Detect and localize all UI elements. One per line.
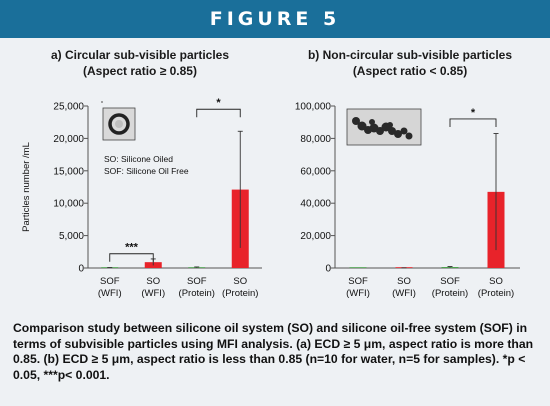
panel-b-significance-label: * xyxy=(471,107,476,119)
panel-a-y-tick-label: 5,000 xyxy=(59,231,84,242)
panel-b-category-label: SO xyxy=(397,276,411,287)
panel-a-y-tick-label: 15,000 xyxy=(53,166,84,177)
panel-a-category-label: SO xyxy=(146,276,160,287)
panel-b-category-label: (WFI) xyxy=(346,288,370,299)
panel-b-category-label: (WFI) xyxy=(392,288,416,299)
panel-a-significance-bracket xyxy=(109,253,154,262)
panel-a-category-label: SO xyxy=(233,276,247,287)
inset-marker-dot xyxy=(101,101,103,103)
panel-b-category-label: SOF xyxy=(440,276,460,287)
panel-b-y-tick-label: 80,000 xyxy=(300,134,331,145)
panel-a-category-label: (WFI) xyxy=(141,288,165,299)
panel-b-category-label: (Protein) xyxy=(478,288,514,299)
noncircular-particle-blob xyxy=(387,122,393,128)
legend-sof: SOF: Silicone Oil Free xyxy=(104,166,189,176)
noncircular-particle-blob xyxy=(357,121,367,131)
panel-a-category-label: (WFI) xyxy=(98,288,122,299)
panel-a-category-label: SOF xyxy=(100,276,120,287)
figure-banner xyxy=(0,0,550,38)
panel-a-title-line1: a) Circular sub-visible particles xyxy=(50,48,230,62)
panel-b-y-tick-label: 0 xyxy=(325,264,331,275)
noncircular-particle-blob xyxy=(388,127,396,135)
panel-b-y-tick-label: 60,000 xyxy=(300,166,331,177)
panel-a-category-label: SOF xyxy=(187,276,207,287)
panel-a-y-tick-label: 0 xyxy=(78,264,84,275)
panel-b-title-line2: (Aspect ratio < 0.85) xyxy=(352,64,468,78)
panel-a-y-tick-label: 20,000 xyxy=(53,134,84,145)
panel-b-significance-bracket xyxy=(449,118,497,127)
panel-a-title: a) Circular sub-visible particles (Aspec… xyxy=(10,47,270,79)
noncircular-particle-blob xyxy=(352,117,360,125)
figure-caption: Comparison study between silicone oil sy… xyxy=(13,321,534,382)
panel-b-y-tick-label: 100,000 xyxy=(295,102,332,113)
panel-b-y-tick-label: 40,000 xyxy=(300,199,331,210)
noncircular-particle-blob xyxy=(369,119,375,125)
panel-b-category-label: SO xyxy=(489,276,503,287)
panel-a-y-tick-label: 10,000 xyxy=(53,199,84,210)
circular-particle-ring xyxy=(108,113,130,135)
noncircular-particle-blob xyxy=(405,132,413,140)
panel-b-category-label: SOF xyxy=(348,276,368,287)
legend-so: SO: Silicone Oiled xyxy=(104,154,173,164)
panel-b-title: b) Non-circular sub-visible particles (A… xyxy=(280,47,540,79)
panel-a-title-line2: (Aspect ratio ≥ 0.85) xyxy=(83,64,197,78)
figure-title: FIGURE 5 xyxy=(209,8,341,30)
panel-b-y-tick-label: 20,000 xyxy=(300,231,331,242)
panel-b-category-label: (Protein) xyxy=(432,288,468,299)
noncircular-particle-blob xyxy=(400,127,408,135)
panel-a-significance-label: *** xyxy=(125,242,139,254)
panel-a-category-label: (Protein) xyxy=(222,288,258,299)
panel-a-y-tick-label: 25,000 xyxy=(53,102,84,113)
circular-particle-center xyxy=(115,120,123,128)
panel-a-significance-label: * xyxy=(216,97,221,109)
panel-a-category-label: (Protein) xyxy=(179,288,215,299)
panel-a-y-axis-label: Particles number /mL xyxy=(21,142,32,232)
panel-a-significance-bracket xyxy=(196,108,241,118)
panel-b-bar xyxy=(349,267,367,268)
panel-b-title-line1: b) Non-circular sub-visible particles xyxy=(307,48,513,62)
noncircular-particle-blob xyxy=(394,130,402,138)
